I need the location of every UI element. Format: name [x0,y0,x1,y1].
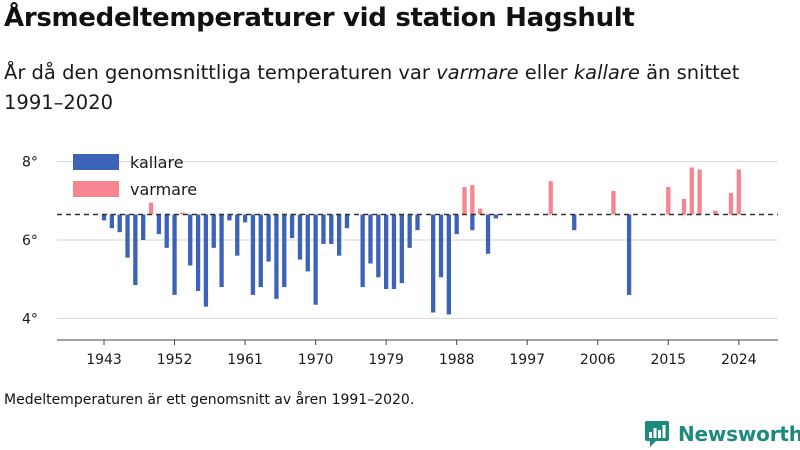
bar-colder [188,214,193,266]
bar-colder [415,214,420,231]
bar-colder [384,214,389,290]
bar-warmer [462,187,467,215]
chart-subtitle: År då den genomsnittliga temperaturen va… [4,58,784,118]
bar-colder [164,214,169,248]
subtitle-part2: eller [518,61,574,84]
x-tick-label: 1979 [368,352,404,368]
bar-warmer [470,185,475,215]
bar-colder [572,214,577,231]
bar-colder [172,214,177,295]
bar-warmer [180,212,185,215]
x-tick-label: 1988 [439,352,475,368]
x-tick-label: 2015 [650,352,686,368]
bar-colder [368,214,373,264]
bar-warmer [148,202,154,215]
bar-colder [235,214,240,256]
bar-colder [242,214,248,223]
subtitle-part1: År då den genomsnittliga temperaturen va… [4,61,437,84]
x-tick-label: 1961 [227,352,263,368]
bar-colder [376,214,381,278]
subtitle-colder-word: kallare [573,61,640,84]
legend-swatch-warmer [73,181,119,197]
brand-name: Newsworthy [678,422,800,446]
bar-colder [282,214,287,288]
bar-colder [360,214,365,288]
legend-swatch-colder [73,154,119,170]
y-tick-label: 8° [22,155,38,171]
newsworthy-icon [645,421,669,447]
bar-colder [203,214,209,307]
chart-title: Årsmedeltemperaturer vid station Hagshul… [4,3,635,33]
bar-warmer [689,167,694,215]
bar-colder [141,214,146,240]
bar-colder [117,214,122,233]
bar-colder [125,214,130,258]
y-tick-label: 6° [22,233,38,249]
bar-colder [407,214,412,248]
subtitle-warmer-word: varmare [436,61,519,84]
bar-colder [195,214,201,291]
bar-colder [258,214,263,288]
bar-colder [109,214,115,229]
bar-colder [329,214,334,244]
subtitle-part3: än snittet 1991–2020 [4,61,740,114]
bar-colder [227,214,232,221]
bar-colder [156,214,162,235]
footnote: Medeltemperaturen är ett genomsnitt av å… [4,392,415,408]
x-tick-label: 1952 [157,352,193,368]
x-tick-label: 2024 [721,352,757,368]
bar-colder [250,214,256,295]
legend-label-warmer: varmare [130,180,197,199]
bar-warmer [697,169,702,215]
bar-warmer [728,192,734,215]
x-tick-label: 1997 [509,352,545,368]
bar-colder [297,214,303,260]
bar-colder [211,214,216,248]
bar-warmer [611,190,616,215]
bar-colder [344,214,350,229]
x-tick-label: 1943 [86,352,122,368]
bar-warmer [681,198,687,215]
bar-colder [321,214,326,244]
bar-chart: 4° 6° 8° 1943 1952 1961 1970 1979 1988 1997 2006 20… [22,153,778,368]
bar-warmer [548,181,553,215]
bar-colder [219,214,224,288]
bar-warmer [478,208,483,215]
bar-colder [438,214,444,278]
bar-colder [266,214,271,262]
legend-label-colder: kallare [130,153,184,172]
bar-colder [431,214,436,313]
bar-colder [454,214,459,235]
bar-colder [626,214,632,295]
bar-colder [493,214,499,219]
bar-colder [391,214,397,290]
bar-colder [274,214,279,299]
newsworthy-logo: Newsworthy [644,419,800,449]
bar-colder [101,214,107,221]
bar-warmer [736,169,741,215]
bar-colder [485,214,491,254]
bar-colder [336,214,342,256]
bar-warmer [666,187,671,215]
bar-colder [399,214,404,284]
bar-colder [305,214,310,272]
bar-colder [289,214,295,239]
bar-colder [133,214,138,286]
bar-colder [446,214,451,315]
bar-colder [313,214,318,305]
bar-colder [470,214,475,231]
y-tick-label: 4° [22,311,38,327]
bar-warmer [713,210,718,215]
x-tick-label: 1970 [298,352,334,368]
x-tick-label: 2006 [580,352,616,368]
